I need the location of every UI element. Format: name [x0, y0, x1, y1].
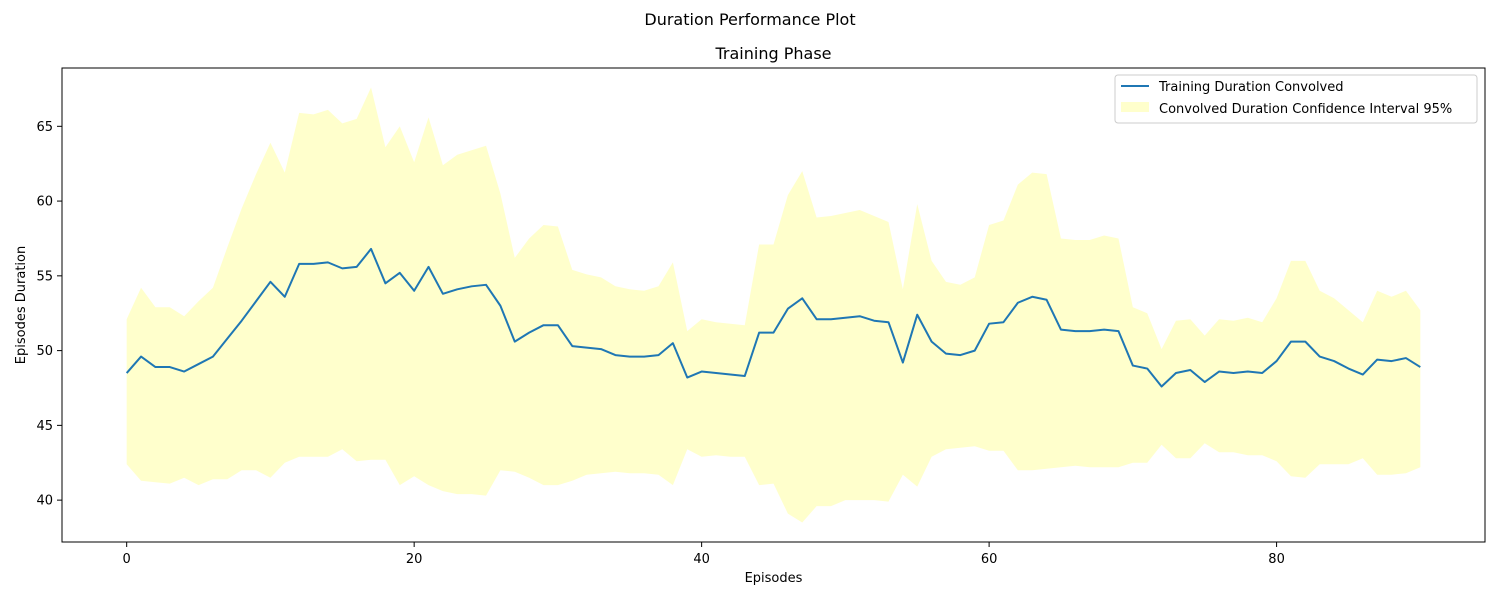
y-tick-label: 40 [36, 494, 53, 509]
confidence-band [126, 87, 1421, 523]
y-tick-label: 55 [36, 269, 53, 284]
legend-band-label: Convolved Duration Confidence Interval 9… [1159, 102, 1452, 117]
y-tick-label: 50 [36, 344, 53, 359]
x-axis-ticks: 0 20 40 60 80 [123, 542, 1285, 567]
y-tick-label: 60 [36, 195, 53, 210]
x-tick-label: 60 [981, 552, 998, 567]
training-duration-line [125, 247, 1421, 388]
x-tick-label: 0 [123, 552, 131, 567]
chart-title: Training Phase [715, 44, 832, 63]
figure-suptitle: Duration Performance Plot [644, 10, 856, 29]
confidence-band-layer [126, 87, 1421, 523]
y-tick-label: 65 [36, 120, 53, 135]
legend-band-swatch [1121, 102, 1149, 112]
plot-frame [61, 67, 1486, 543]
legend-box [1114, 74, 1478, 124]
y-axis-ticks: 40 45 50 55 60 65 [36, 120, 62, 509]
legend: Training Duration Convolved Convolved Du… [1114, 74, 1478, 124]
y-tick-label: 45 [36, 419, 53, 434]
x-tick-label: 20 [406, 552, 423, 567]
x-tick-label: 80 [1268, 552, 1285, 567]
y-axis-label: Episodes Duration [14, 246, 29, 364]
x-axis-label: Episodes [745, 571, 803, 586]
x-tick-label: 40 [693, 552, 710, 567]
legend-line-label: Training Duration Convolved [1158, 80, 1344, 95]
line-series-layer [125, 247, 1421, 388]
